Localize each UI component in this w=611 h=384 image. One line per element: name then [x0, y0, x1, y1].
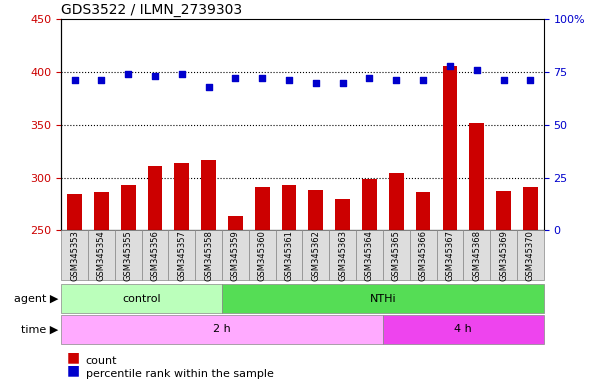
FancyBboxPatch shape — [302, 230, 329, 280]
Point — [311, 79, 321, 86]
Text: agent ▶: agent ▶ — [13, 293, 58, 304]
FancyBboxPatch shape — [383, 230, 410, 280]
Point — [365, 75, 375, 81]
Bar — [282, 185, 296, 230]
Point — [257, 75, 267, 81]
Bar — [389, 174, 404, 230]
FancyBboxPatch shape — [356, 230, 383, 280]
Point — [525, 78, 535, 84]
FancyBboxPatch shape — [436, 230, 463, 280]
Bar — [201, 160, 216, 230]
Bar — [496, 191, 511, 230]
Text: GSM345353: GSM345353 — [70, 230, 79, 281]
Bar — [309, 190, 323, 230]
FancyBboxPatch shape — [410, 230, 436, 280]
Text: GSM345357: GSM345357 — [177, 230, 186, 281]
Text: ■: ■ — [67, 363, 80, 377]
FancyBboxPatch shape — [142, 230, 169, 280]
Bar — [121, 185, 136, 230]
Point — [70, 78, 79, 84]
Text: count: count — [86, 356, 117, 366]
FancyBboxPatch shape — [249, 230, 276, 280]
FancyBboxPatch shape — [88, 230, 115, 280]
Text: GSM345362: GSM345362 — [312, 230, 320, 281]
Point — [203, 84, 213, 90]
Text: GSM345361: GSM345361 — [285, 230, 293, 281]
Text: GSM345368: GSM345368 — [472, 230, 481, 281]
FancyBboxPatch shape — [222, 230, 249, 280]
Point — [418, 78, 428, 84]
Text: GDS3522 / ILMN_2739303: GDS3522 / ILMN_2739303 — [61, 3, 242, 17]
Text: control: control — [122, 293, 161, 304]
Bar — [362, 179, 377, 230]
FancyBboxPatch shape — [61, 230, 88, 280]
Text: 4 h: 4 h — [455, 324, 472, 334]
Text: 2 h: 2 h — [213, 324, 231, 334]
Text: GSM345354: GSM345354 — [97, 230, 106, 281]
FancyBboxPatch shape — [61, 315, 383, 344]
Text: GSM345356: GSM345356 — [150, 230, 159, 281]
Point — [97, 78, 106, 84]
Point — [472, 67, 481, 73]
Text: time ▶: time ▶ — [21, 324, 58, 334]
FancyBboxPatch shape — [195, 230, 222, 280]
FancyBboxPatch shape — [115, 230, 142, 280]
Text: GSM345360: GSM345360 — [258, 230, 267, 281]
Point — [284, 78, 294, 84]
Bar — [415, 192, 431, 230]
FancyBboxPatch shape — [517, 230, 544, 280]
Text: percentile rank within the sample: percentile rank within the sample — [86, 369, 273, 379]
Point — [177, 71, 187, 77]
Text: NTHi: NTHi — [370, 293, 396, 304]
FancyBboxPatch shape — [383, 315, 544, 344]
Text: GSM345366: GSM345366 — [419, 230, 428, 281]
Bar — [148, 166, 163, 230]
Text: GSM345358: GSM345358 — [204, 230, 213, 281]
FancyBboxPatch shape — [463, 230, 490, 280]
Bar — [94, 192, 109, 230]
Text: GSM345364: GSM345364 — [365, 230, 374, 281]
Point — [123, 71, 133, 77]
FancyBboxPatch shape — [222, 284, 544, 313]
Bar — [67, 194, 82, 230]
Point — [445, 63, 455, 69]
Text: GSM345369: GSM345369 — [499, 230, 508, 281]
Bar — [523, 187, 538, 230]
Text: ■: ■ — [67, 350, 80, 364]
Text: GSM345355: GSM345355 — [123, 230, 133, 281]
Point — [150, 73, 160, 79]
Bar — [228, 216, 243, 230]
Bar — [335, 199, 350, 230]
Point — [392, 78, 401, 84]
Text: GSM345359: GSM345359 — [231, 230, 240, 281]
Point — [338, 79, 348, 86]
Text: GSM345370: GSM345370 — [526, 230, 535, 281]
Bar — [255, 187, 269, 230]
Bar — [174, 163, 189, 230]
Point — [499, 78, 508, 84]
FancyBboxPatch shape — [276, 230, 302, 280]
FancyBboxPatch shape — [61, 284, 222, 313]
Bar — [442, 66, 457, 230]
Text: GSM345363: GSM345363 — [338, 230, 347, 281]
Point — [230, 75, 240, 81]
Text: GSM345365: GSM345365 — [392, 230, 401, 281]
Text: GSM345367: GSM345367 — [445, 230, 455, 281]
FancyBboxPatch shape — [169, 230, 195, 280]
FancyBboxPatch shape — [490, 230, 517, 280]
FancyBboxPatch shape — [329, 230, 356, 280]
Bar — [469, 123, 484, 230]
